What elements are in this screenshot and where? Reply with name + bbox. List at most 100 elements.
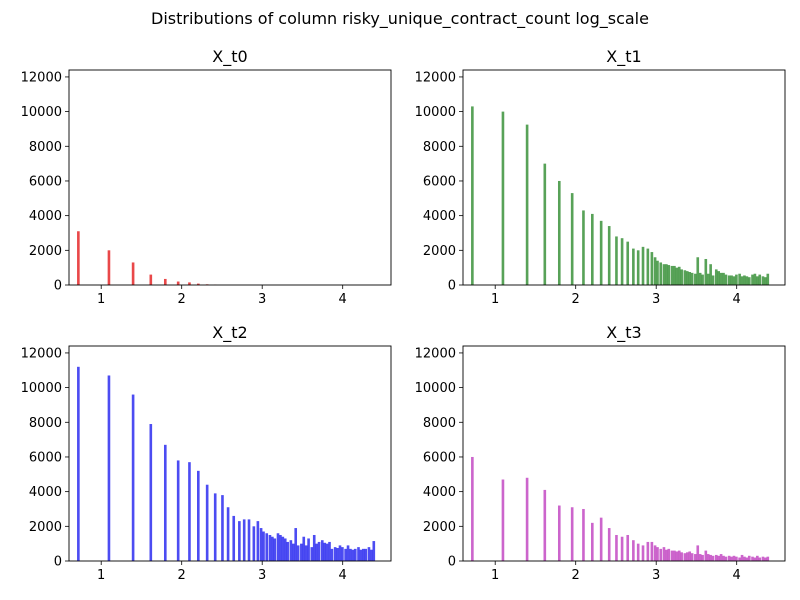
bar — [242, 519, 246, 561]
bar — [683, 270, 687, 285]
bar — [714, 269, 718, 285]
bar — [213, 493, 217, 561]
bar — [751, 556, 754, 561]
bar — [259, 528, 263, 561]
axes-frame — [68, 69, 392, 286]
bar — [232, 515, 236, 561]
bar — [557, 505, 561, 561]
bar — [646, 248, 650, 285]
axes-frame — [462, 345, 786, 562]
bar — [764, 277, 767, 285]
bar — [525, 124, 529, 286]
subplot-title: X_t3 — [606, 323, 641, 343]
x-tick-label: 4 — [733, 292, 741, 307]
x-tick-label: 3 — [258, 568, 266, 583]
bar — [591, 213, 594, 285]
bar — [320, 540, 324, 561]
bar — [690, 553, 694, 561]
y-tick-label: 12000 — [415, 346, 456, 361]
bar — [372, 541, 376, 561]
bar — [701, 554, 704, 561]
bar — [650, 541, 654, 561]
bar — [557, 180, 561, 285]
bar — [131, 394, 135, 561]
bar — [743, 275, 746, 285]
x-tick-label: 3 — [652, 292, 660, 307]
axes-frame — [462, 69, 786, 286]
y-tick-label: 4000 — [29, 485, 62, 500]
bar — [753, 557, 757, 561]
bar — [656, 260, 659, 285]
bar — [680, 552, 683, 561]
bar — [333, 547, 337, 561]
bar — [706, 273, 710, 285]
bar — [709, 264, 712, 285]
bar — [315, 543, 318, 561]
bar — [131, 262, 135, 285]
bar — [685, 271, 689, 285]
bar — [471, 106, 474, 285]
bar — [717, 271, 720, 285]
bar — [701, 274, 704, 285]
bar — [650, 252, 654, 285]
bar — [747, 555, 751, 561]
bar — [362, 548, 365, 561]
bar — [615, 534, 618, 561]
bar — [221, 495, 224, 561]
bar — [680, 269, 683, 285]
bar — [688, 272, 692, 285]
y-tick-label: 8000 — [423, 416, 456, 431]
bar — [665, 549, 668, 561]
y-tick-label: 2000 — [29, 244, 62, 259]
bar — [296, 545, 300, 561]
y-tick-label: 12000 — [21, 70, 62, 85]
bar — [626, 534, 630, 561]
bar — [289, 540, 293, 561]
bar — [107, 250, 111, 285]
bar — [338, 545, 342, 561]
bar — [349, 548, 352, 561]
bar — [607, 226, 611, 285]
bar — [673, 550, 676, 561]
bar — [764, 557, 767, 561]
bar — [291, 543, 295, 561]
x-tick-label: 1 — [97, 568, 105, 583]
bar — [273, 538, 277, 561]
bar — [188, 462, 191, 561]
bar — [690, 272, 694, 285]
bar — [732, 555, 736, 561]
bar — [696, 257, 700, 285]
bar — [766, 273, 770, 285]
bar — [344, 548, 347, 561]
bar — [688, 551, 692, 561]
bar — [271, 536, 274, 561]
bar — [685, 552, 689, 561]
y-tick-label: 10000 — [21, 105, 62, 120]
bar — [745, 276, 749, 285]
bar — [149, 274, 153, 285]
bar — [675, 551, 679, 561]
bar — [646, 541, 650, 561]
bar — [758, 557, 762, 561]
bar — [325, 543, 329, 561]
figure-suptitle: Distributions of column risky_unique_con… — [151, 9, 649, 28]
x-tick-label: 2 — [572, 568, 580, 583]
bar — [665, 264, 668, 285]
subplot-1: 1 2 3 4 0 2000 4000 6000 8000 10000 12000 X_t1 — [415, 47, 786, 307]
bar — [724, 274, 728, 285]
bar — [673, 265, 676, 285]
bar — [698, 272, 702, 285]
bar — [677, 266, 681, 285]
bar — [294, 528, 298, 561]
x-tick-label: 2 — [178, 568, 186, 583]
bar — [636, 250, 640, 285]
bar — [543, 489, 547, 561]
bar — [694, 554, 697, 561]
subplot-0: 1 2 3 4 0 2000 4000 6000 8000 10000 12000 X_t0 — [21, 47, 392, 307]
y-tick-label: 10000 — [415, 105, 456, 120]
y-tick-label: 8000 — [29, 416, 62, 431]
x-tick-label: 3 — [652, 568, 660, 583]
bar — [719, 554, 723, 561]
bar — [107, 375, 111, 561]
